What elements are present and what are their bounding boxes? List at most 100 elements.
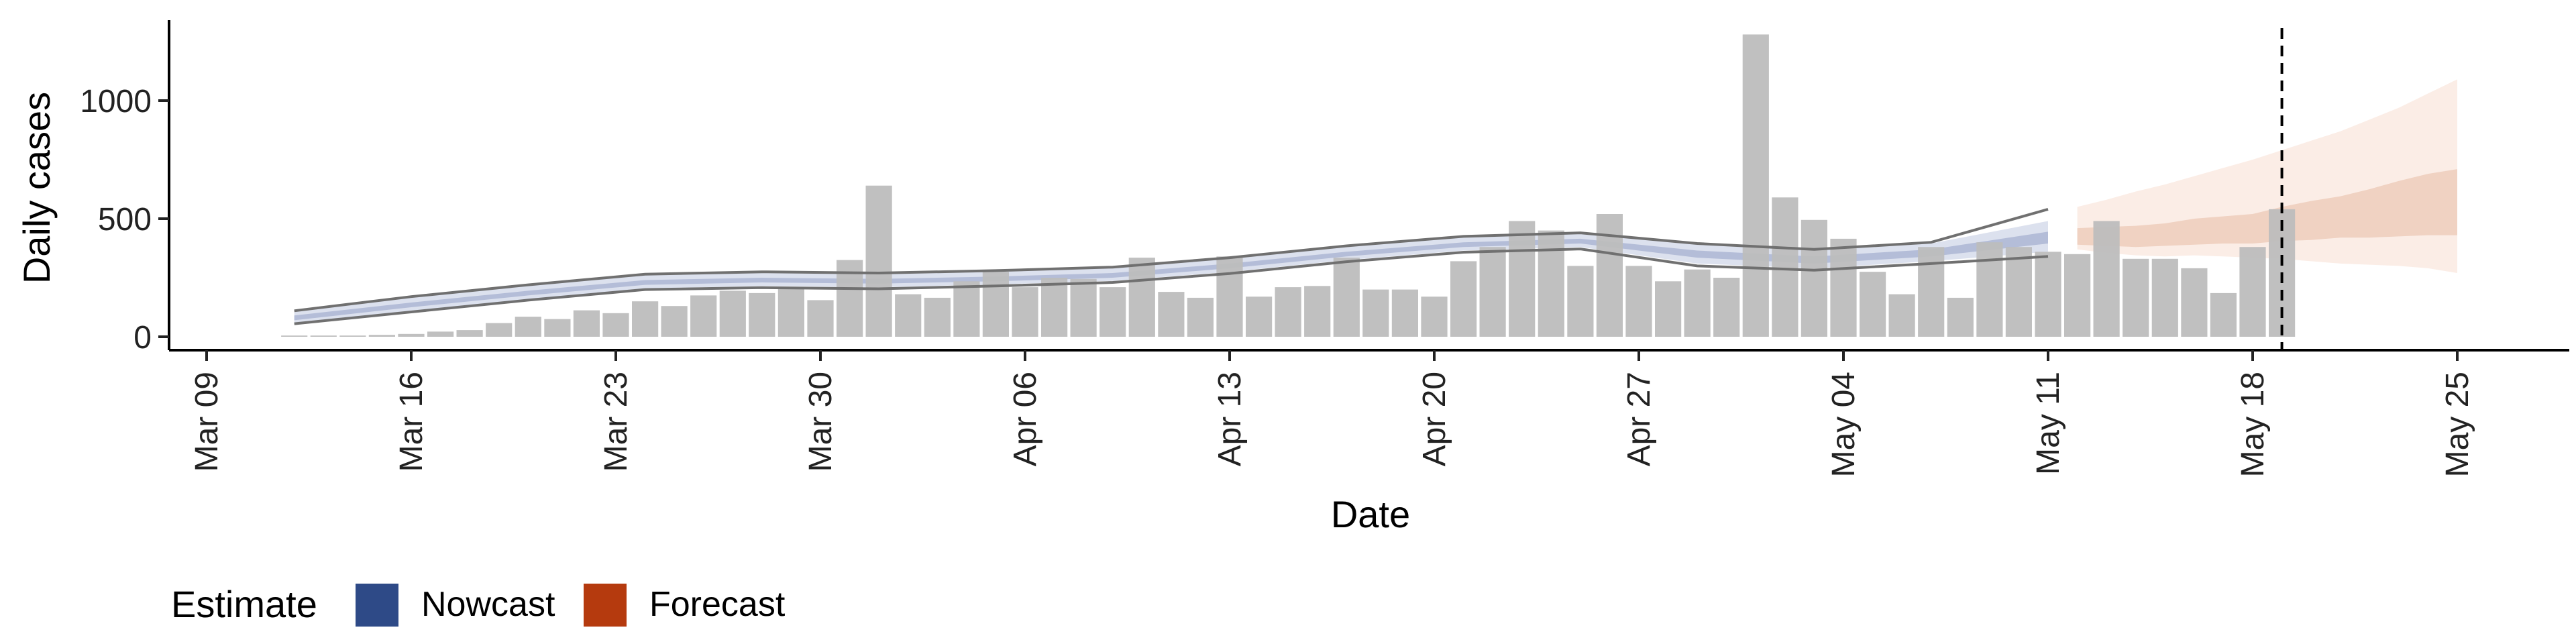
x-tick-label: May 25 — [2440, 372, 2475, 477]
y-tick-label: 500 — [98, 202, 152, 237]
bar-2020-04-22 — [1479, 247, 1506, 337]
bar-2020-03-22 — [573, 310, 600, 337]
bar-2020-05-15 — [2151, 258, 2178, 337]
forecast-band-50 — [2077, 169, 2457, 248]
bar-2020-05-05 — [1860, 272, 1886, 337]
bar-2020-05-03 — [1801, 219, 1827, 337]
bar-2020-03-19 — [486, 323, 513, 337]
bar-2020-04-25 — [1567, 266, 1594, 337]
legend-title: Estimate — [171, 583, 317, 625]
bar-2020-04-14 — [1246, 297, 1273, 337]
x-tick-label: May 11 — [2031, 372, 2066, 475]
bar-2020-04-21 — [1450, 261, 1477, 337]
bar-2020-03-14 — [339, 335, 366, 337]
x-axis-title: Date — [1331, 493, 1410, 535]
nowcast-upper-line — [294, 207, 2049, 313]
estimate-lines — [294, 207, 2049, 325]
bar-2020-04-02 — [895, 294, 922, 337]
bar-2020-03-30 — [807, 300, 834, 337]
bar-2020-04-24 — [1538, 230, 1564, 337]
bar-2020-03-28 — [749, 292, 775, 337]
x-tick-label: Mar 23 — [598, 372, 634, 472]
bar-2020-05-01 — [1742, 34, 1769, 337]
legend: Estimate Nowcast Forecast — [171, 583, 786, 627]
bar-2020-04-10 — [1128, 258, 1155, 337]
bar-2020-03-21 — [544, 319, 571, 337]
bar-2020-05-10 — [2005, 247, 2032, 337]
bar-2020-05-04 — [1830, 238, 1857, 337]
bar-2020-04-17 — [1333, 258, 1360, 337]
bar-2020-03-16 — [398, 333, 425, 337]
bar-2020-04-16 — [1304, 286, 1331, 337]
bar-2020-04-27 — [1625, 266, 1652, 337]
bar-2020-03-26 — [690, 295, 717, 337]
bar-2020-04-06 — [1012, 287, 1038, 337]
x-axis-ticks: Mar 09 Mar 16 Mar 23 Mar 30 Apr 06 Apr 13 Apr … — [189, 350, 2475, 477]
bars — [281, 34, 2296, 337]
bar-2020-05-11 — [2035, 252, 2061, 337]
bar-2020-05-12 — [2064, 254, 2091, 337]
legend-swatch-nowcast — [356, 584, 398, 627]
bar-2020-05-16 — [2181, 268, 2208, 337]
x-tick-label: Mar 30 — [803, 372, 839, 472]
bar-2020-05-02 — [1772, 197, 1799, 337]
bar-2020-04-09 — [1099, 287, 1126, 337]
bar-2020-05-14 — [2123, 258, 2149, 337]
y-axis-ticks: 0 500 1000 — [80, 84, 169, 356]
bar-2020-05-06 — [1888, 294, 1915, 337]
bar-2020-03-18 — [456, 330, 483, 337]
bar-2020-04-08 — [1070, 278, 1097, 337]
x-tick-label: Mar 16 — [394, 372, 429, 472]
bar-2020-04-07 — [1041, 278, 1068, 337]
bar-2020-05-07 — [1918, 247, 1945, 337]
bar-2020-04-15 — [1275, 287, 1301, 337]
bar-2020-03-25 — [661, 306, 688, 337]
bar-2020-03-12 — [281, 335, 308, 337]
bar-2020-05-09 — [1976, 242, 2003, 337]
x-tick-label: Mar 09 — [189, 372, 225, 472]
bar-2020-04-04 — [953, 281, 980, 337]
bar-2020-03-13 — [310, 335, 337, 337]
bar-2020-04-12 — [1187, 297, 1214, 337]
bar-2020-03-23 — [602, 313, 629, 337]
legend-label-forecast: Forecast — [649, 585, 786, 624]
bar-2020-03-20 — [515, 317, 541, 337]
nowcast-lower-line — [294, 248, 2049, 325]
bar-2020-04-23 — [1509, 221, 1536, 337]
bar-2020-04-20 — [1421, 297, 1448, 337]
bar-2020-05-18 — [2239, 247, 2266, 337]
bar-2020-03-17 — [427, 331, 454, 337]
bar-2020-04-11 — [1158, 292, 1185, 337]
bar-2020-03-27 — [719, 290, 746, 337]
x-tick-label: Apr 13 — [1212, 372, 1248, 466]
legend-swatch-forecast — [584, 584, 627, 627]
bar-2020-04-19 — [1391, 289, 1418, 337]
x-tick-label: Apr 20 — [1417, 372, 1452, 466]
y-tick-label: 1000 — [80, 84, 152, 119]
bar-2020-04-26 — [1596, 214, 1623, 337]
bar-2020-04-05 — [982, 272, 1009, 337]
bar-2020-03-15 — [368, 335, 395, 337]
bar-2020-03-24 — [632, 301, 659, 337]
bar-2020-04-28 — [1655, 281, 1682, 337]
axes — [168, 20, 2569, 352]
y-axis-title: Daily cases — [15, 92, 58, 284]
y-tick-label: 0 — [133, 320, 152, 356]
bar-2020-05-17 — [2210, 292, 2237, 337]
x-tick-label: Apr 27 — [1621, 372, 1657, 466]
bar-2020-04-30 — [1713, 278, 1740, 337]
bar-2020-04-13 — [1216, 256, 1243, 337]
bar-2020-04-29 — [1684, 269, 1711, 337]
bar-2020-04-01 — [865, 185, 892, 337]
bar-2020-04-03 — [924, 297, 951, 337]
x-tick-label: Apr 06 — [1008, 372, 1043, 466]
x-tick-label: May 18 — [2235, 372, 2271, 477]
bar-2020-05-13 — [2093, 221, 2120, 337]
bar-2020-04-18 — [1362, 289, 1389, 337]
legend-label-nowcast: Nowcast — [421, 585, 555, 624]
bar-2020-03-29 — [777, 287, 804, 337]
bar-2020-05-08 — [1947, 297, 1974, 337]
x-tick-label: May 04 — [1826, 372, 1862, 477]
